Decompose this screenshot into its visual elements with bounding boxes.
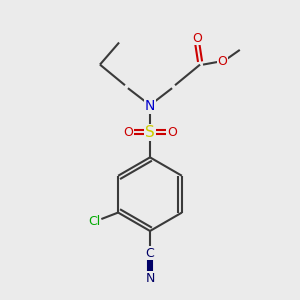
- Text: O: O: [167, 126, 177, 139]
- Text: Cl: Cl: [88, 215, 101, 228]
- Text: O: O: [217, 55, 227, 68]
- Text: O: O: [192, 32, 202, 45]
- Text: N: N: [145, 99, 155, 113]
- Text: O: O: [123, 126, 133, 139]
- Text: N: N: [145, 272, 155, 285]
- Text: C: C: [146, 247, 154, 260]
- Text: S: S: [145, 125, 155, 140]
